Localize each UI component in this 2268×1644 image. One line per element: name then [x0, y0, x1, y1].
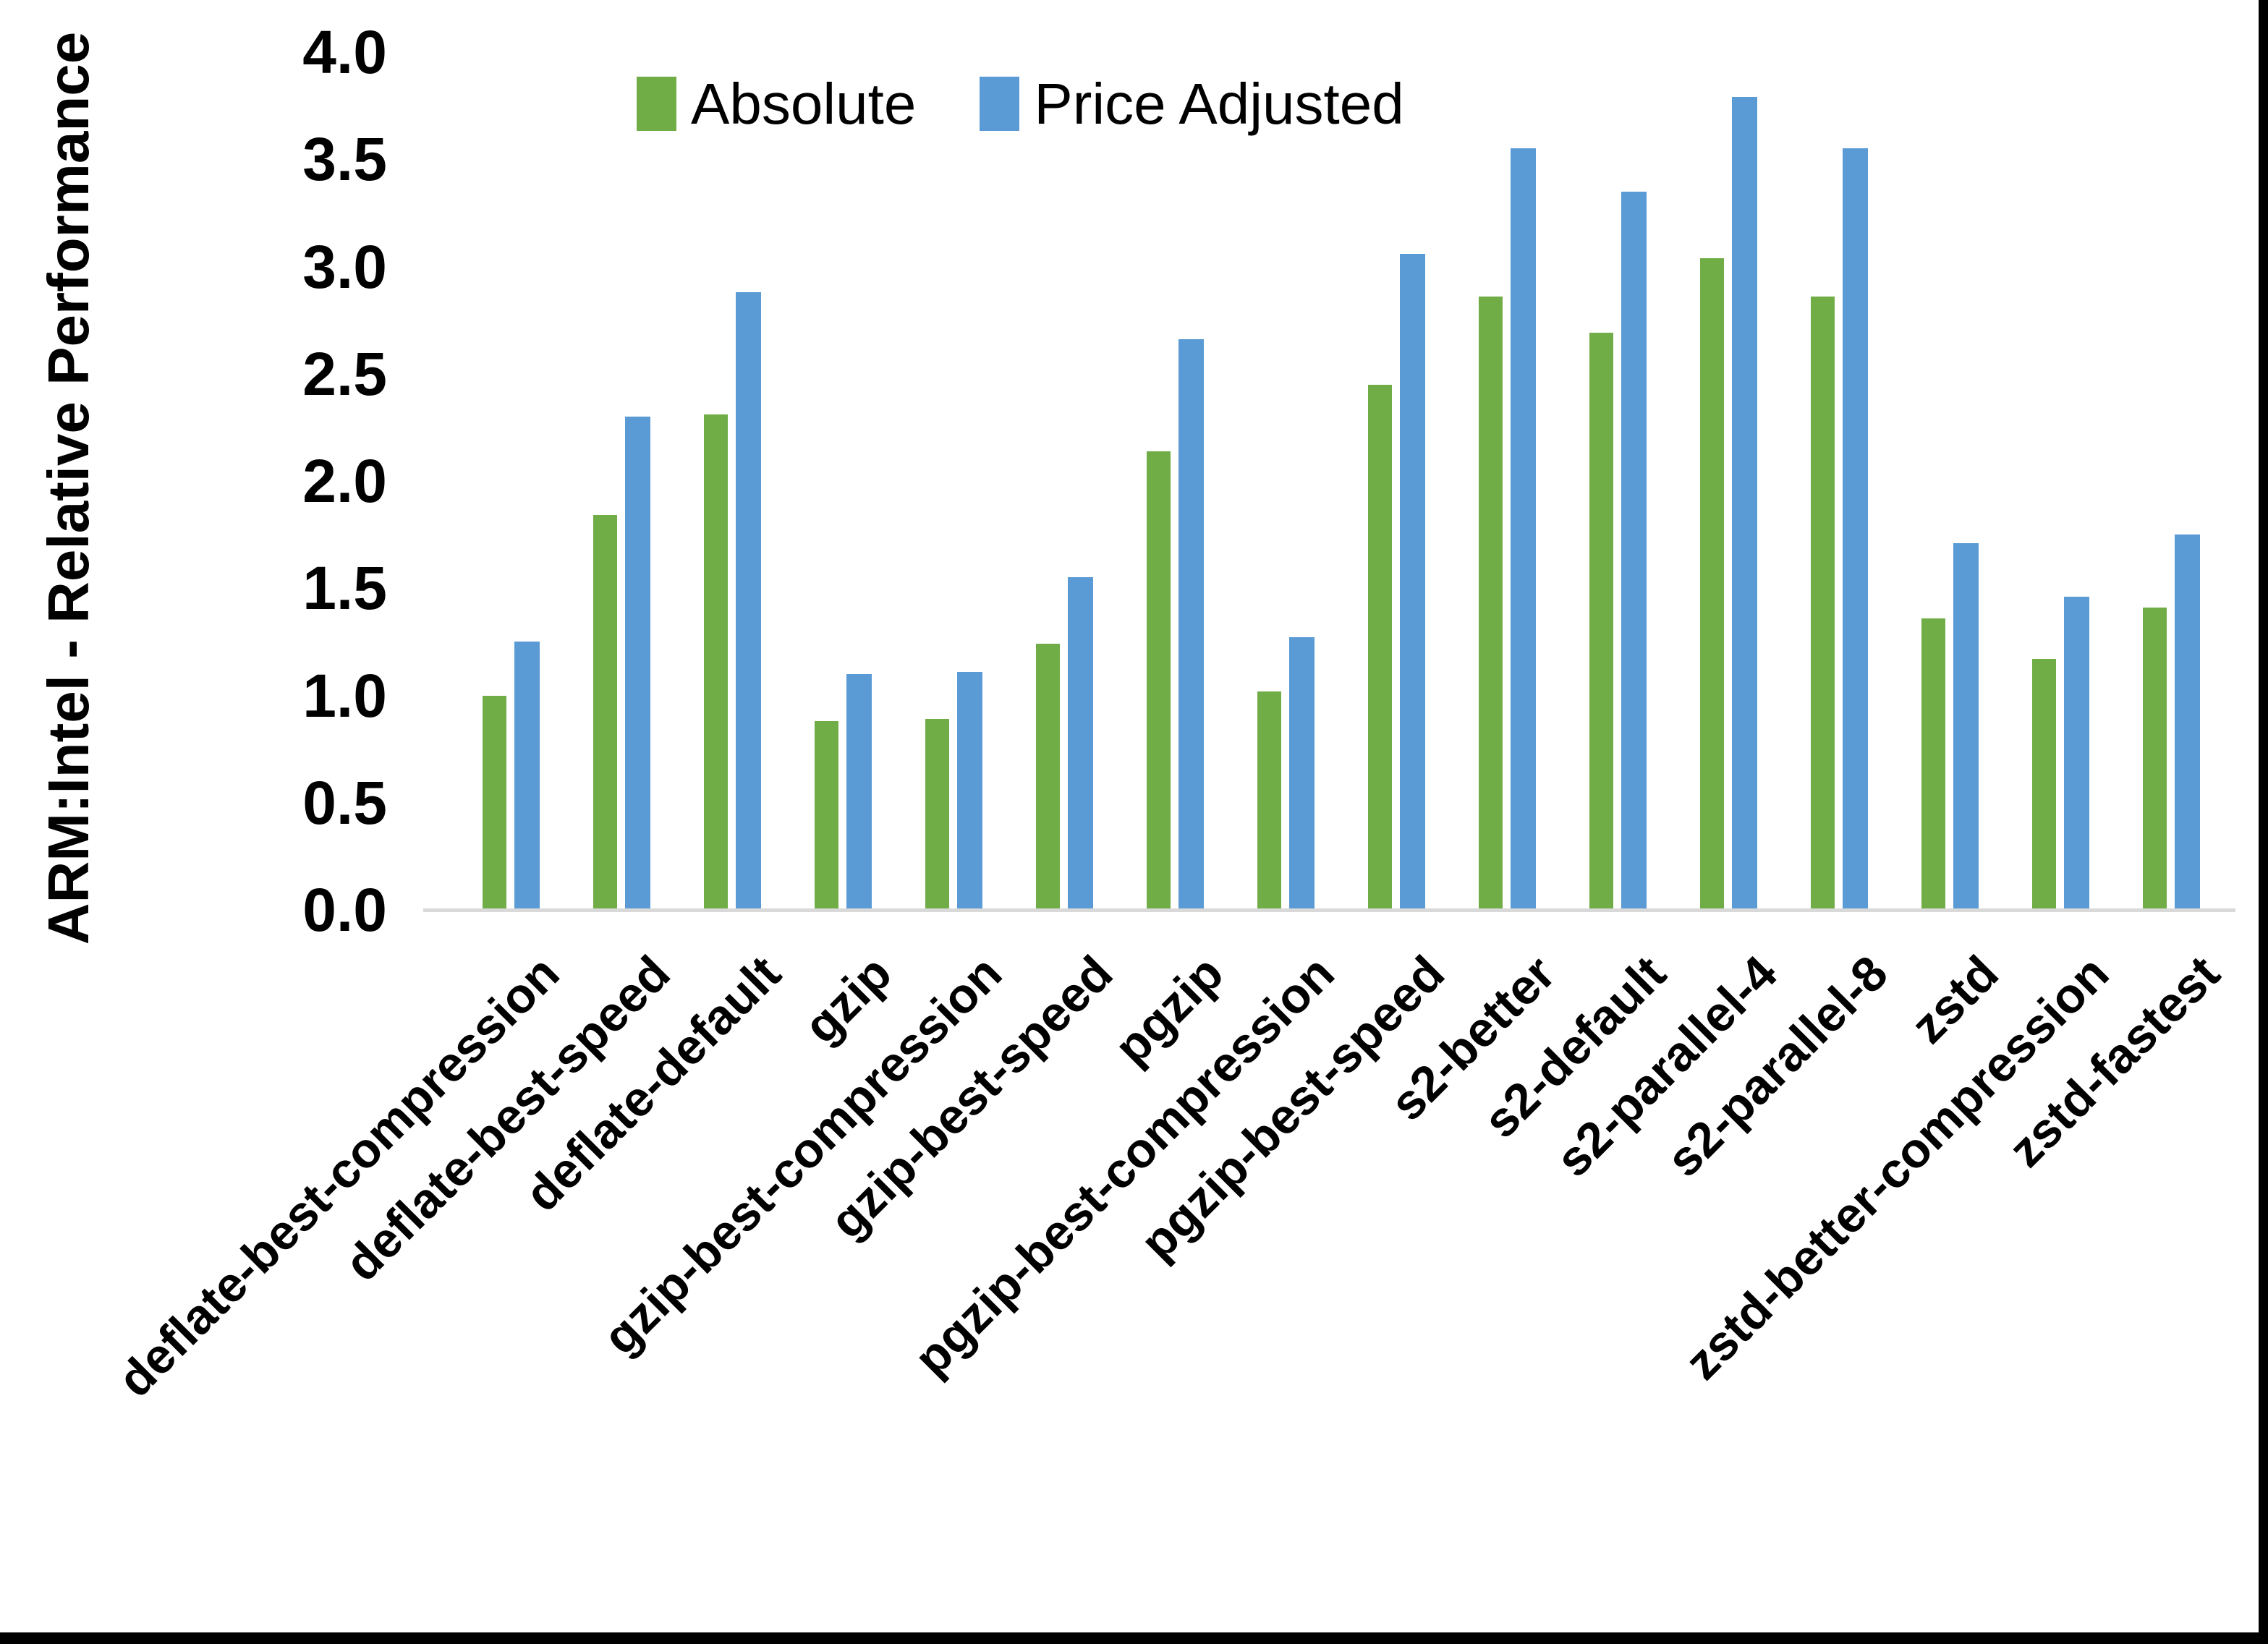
y-tick-label-0.0: 0.0 [302, 876, 387, 944]
x-axis-line [423, 908, 2235, 912]
bar-absolute-pgzip-best-speed [1368, 384, 1392, 910]
bar-price-adjusted-pgzip-best-compression [1289, 637, 1314, 910]
y-tick-label-1.0: 1.0 [302, 661, 387, 730]
bar-absolute-zstd-fastest [2143, 607, 2167, 910]
legend-item-price-adjusted: Price Adjusted [980, 69, 1404, 138]
bar-price-adjusted-pgzip [1178, 339, 1204, 910]
y-tick-label-0.5: 0.5 [302, 768, 387, 837]
x-category-label-zstd-fastest: zstd-fastest [1997, 945, 2230, 1178]
bar-absolute-gzip-best-speed [1036, 644, 1060, 910]
bar-absolute-s2-parallel-4 [1700, 257, 1724, 910]
legend-label-price-adjusted: Price Adjusted [1034, 72, 1404, 136]
y-tick-label-1.5: 1.5 [302, 554, 387, 623]
bar-absolute-zstd-better-compression [2032, 659, 2056, 910]
y-tick-label-3.0: 3.0 [302, 232, 387, 301]
x-category-label-s2-default: s2-default [1473, 945, 1677, 1149]
x-category-label-zstd-better-compression: zstd-better-compression [1674, 945, 2120, 1390]
bar-price-adjusted-s2-default [1621, 191, 1647, 910]
bar-absolute-gzip-best-compression [925, 719, 949, 910]
y-tick-label-2.0: 2.0 [302, 447, 387, 515]
x-category-label-deflate-default: deflate-default [514, 945, 791, 1222]
bar-absolute-s2-better [1479, 297, 1503, 910]
bar-price-adjusted-deflate-best-compression [514, 642, 540, 910]
bar-absolute-deflate-default [704, 414, 728, 910]
x-category-label-s2-parallel-8: s2-parallel-8 [1656, 945, 1898, 1188]
x-category-label-gzip-best-compression: gzip-best-compression [593, 945, 1013, 1366]
bar-price-adjusted-deflate-best-speed [625, 417, 650, 910]
bar-absolute-deflate-best-speed [593, 515, 617, 910]
bar-absolute-deflate-best-compression [483, 695, 506, 910]
bar-price-adjusted-s2-parallel-8 [1843, 148, 1868, 910]
plot-area [423, 52, 2235, 910]
y-tick-label-2.5: 2.5 [302, 339, 387, 408]
y-tick-label-3.5: 3.5 [302, 125, 387, 194]
bar-price-adjusted-gzip [846, 673, 872, 910]
x-category-label-gzip: gzip [793, 945, 902, 1055]
x-category-label-pgzip-best-speed: pgzip-best-speed [1130, 945, 1456, 1271]
x-category-label-zstd: zstd [1900, 945, 2009, 1055]
legend-label-absolute: Absolute [691, 72, 917, 136]
bar-price-adjusted-deflate-default [736, 292, 761, 910]
legend-swatch-absolute [637, 77, 676, 131]
x-category-label-pgzip-best-compression: pgzip-best-compression [903, 945, 1345, 1387]
bar-absolute-pgzip [1147, 451, 1171, 910]
bar-price-adjusted-zstd-better-compression [2064, 597, 2089, 910]
x-category-label-gzip-best-speed: gzip-best-speed [819, 945, 1124, 1249]
x-category-label-s2-parallel-4: s2-parallel-4 [1545, 945, 1788, 1188]
bar-price-adjusted-zstd-fastest [2175, 534, 2200, 910]
bar-price-adjusted-s2-parallel-4 [1732, 97, 1757, 910]
bar-price-adjusted-gzip-best-speed [1068, 577, 1093, 910]
bar-absolute-pgzip-best-compression [1257, 691, 1281, 910]
x-category-label-pgzip: pgzip [1104, 945, 1234, 1076]
y-tick-label-4.0: 4.0 [302, 18, 387, 86]
bar-absolute-s2-parallel-8 [1811, 297, 1835, 910]
x-category-label-deflate-best-speed: deflate-best-speed [334, 945, 681, 1292]
bar-absolute-zstd [1921, 618, 1945, 910]
bar-absolute-gzip [815, 721, 838, 910]
legend: Absolute Price Adjusted [637, 69, 1404, 138]
x-category-label-s2-better: s2-better [1380, 945, 1566, 1132]
bar-price-adjusted-zstd [1953, 543, 1979, 910]
legend-swatch-price-adjusted [980, 77, 1020, 131]
bar-price-adjusted-pgzip-best-speed [1400, 253, 1425, 910]
legend-item-absolute: Absolute [637, 69, 916, 138]
x-category-label-deflate-best-compression: deflate-best-compression [107, 945, 570, 1408]
bar-price-adjusted-s2-better [1511, 148, 1536, 910]
bar-absolute-s2-default [1589, 333, 1613, 910]
bar-price-adjusted-gzip-best-compression [957, 671, 982, 910]
y-axis-tick-labels: 4.0 3.5 3.0 2.5 2.0 1.5 1.0 0.5 0.0 [0, 0, 387, 1013]
